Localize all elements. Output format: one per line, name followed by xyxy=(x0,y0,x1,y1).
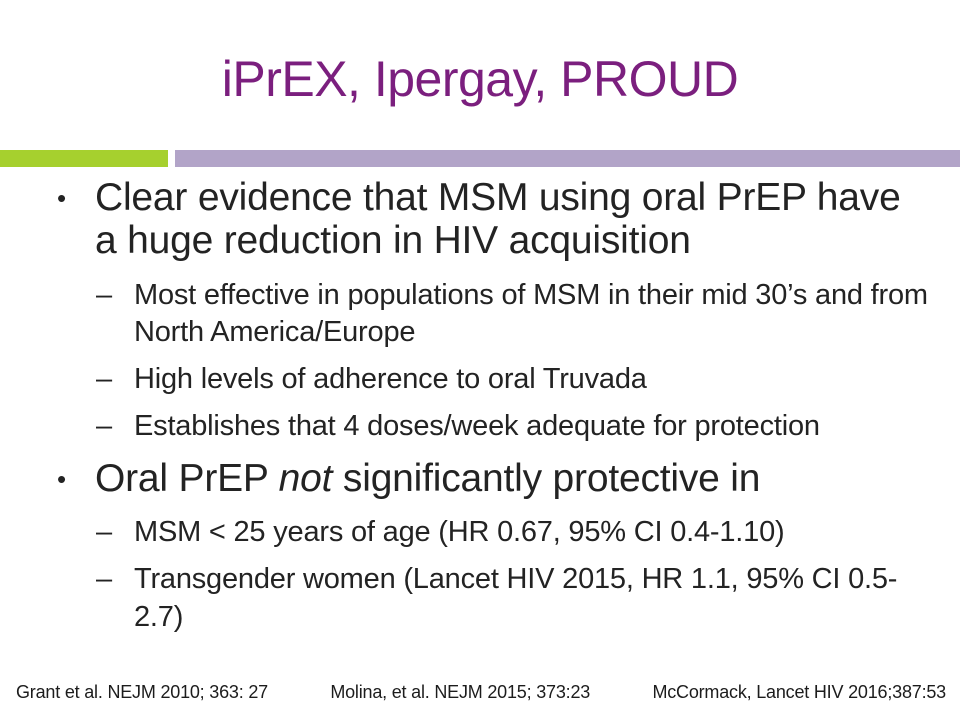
dash-marker: – xyxy=(96,278,112,311)
bullet-item: • Oral PrEP not significantly protective… xyxy=(57,456,937,501)
bullet-text: Oral PrEP not significantly protective i… xyxy=(95,456,761,501)
bullet-list: • Clear evidence that MSM using oral PrE… xyxy=(57,176,937,636)
slide-title: iPrEX, Ipergay, PROUD xyxy=(221,51,739,107)
sub-bullet-list: – MSM < 25 years of age (HR 0.67, 95% CI… xyxy=(96,514,937,636)
sub-bullet-text: MSM < 25 years of age (HR 0.67, 95% CI 0… xyxy=(134,516,785,549)
sub-bullet-text: Transgender women (Lancet HIV 2015, HR 1… xyxy=(134,563,898,633)
dash-marker: – xyxy=(96,563,112,596)
sub-bullet-list: – Most effective in populations of MSM i… xyxy=(96,277,937,446)
bullet-text-run: Oral PrEP xyxy=(95,456,279,500)
bullet-text-italic-run: not xyxy=(278,456,333,500)
dash-marker: – xyxy=(96,516,112,549)
bullet-dot-marker: • xyxy=(57,463,66,494)
slide-body: • Clear evidence that MSM using oral PrE… xyxy=(57,176,937,645)
citation-footer: Grant et al. NEJM 2010; 363: 27 Molina, … xyxy=(16,682,946,704)
bullet-text: Clear evidence that MSM using oral PrEP … xyxy=(95,176,901,262)
sub-bullet-item: – Transgender women (Lancet HIV 2015, HR… xyxy=(96,561,937,636)
sub-bullet-text: Establishes that 4 doses/week adequate f… xyxy=(134,409,820,442)
sub-bullet-text: High levels of adherence to oral Truvada xyxy=(134,363,647,396)
dash-marker: – xyxy=(96,363,112,396)
citation: Grant et al. NEJM 2010; 363: 27 xyxy=(16,682,268,703)
sub-bullet-item: – Most effective in populations of MSM i… xyxy=(96,277,937,352)
accent-bar-lavender xyxy=(175,150,960,167)
sub-bullet-item: – High levels of adherence to oral Truva… xyxy=(96,361,937,399)
sub-bullet-item: – Establishes that 4 doses/week adequate… xyxy=(96,408,937,446)
citation: McCormack, Lancet HIV 2016;387:53 xyxy=(652,682,946,703)
bullet-item: • Clear evidence that MSM using oral PrE… xyxy=(57,176,937,263)
sub-bullet-text: Most effective in populations of MSM in … xyxy=(134,278,928,349)
dash-marker: – xyxy=(96,409,112,442)
citation: Molina, et al. NEJM 2015; 373:23 xyxy=(330,682,591,703)
bullet-text-run: significantly protective in xyxy=(332,456,761,500)
accent-bar-green xyxy=(0,150,168,167)
sub-bullet-item: – MSM < 25 years of age (HR 0.67, 95% CI… xyxy=(96,514,937,552)
bullet-dot-marker: • xyxy=(57,183,66,213)
